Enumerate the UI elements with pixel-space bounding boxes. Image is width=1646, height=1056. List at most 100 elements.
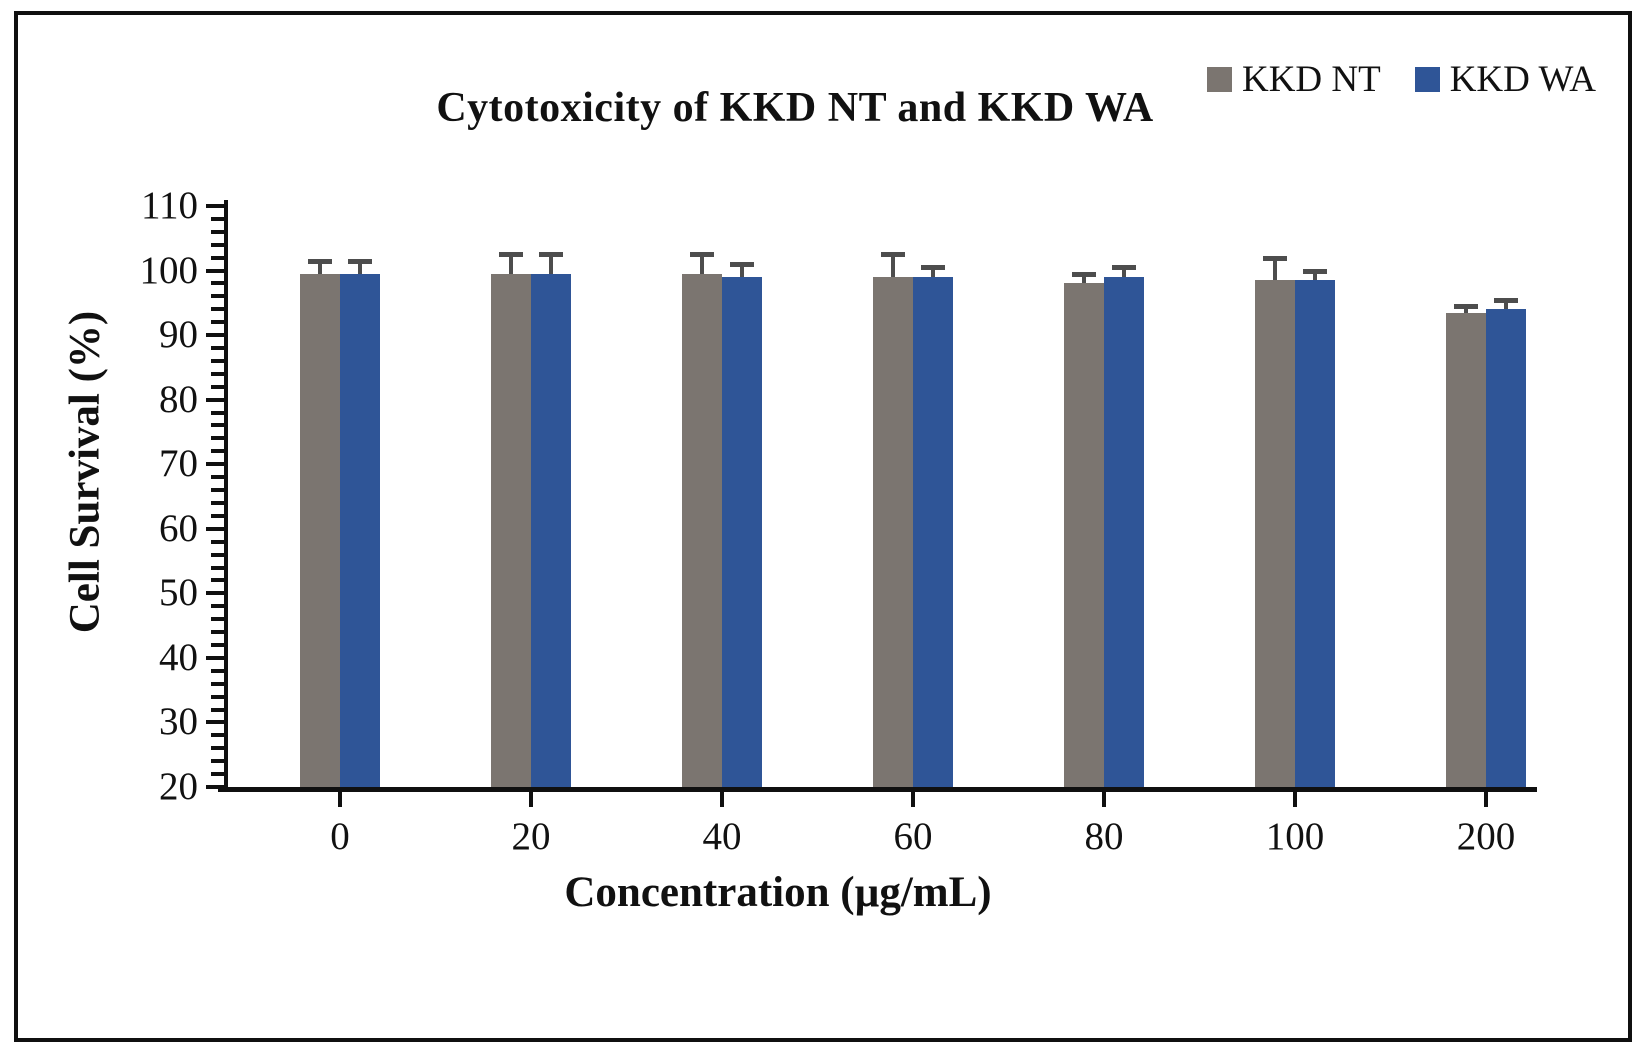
y-minor-tick bbox=[211, 358, 224, 363]
error-bar-stem bbox=[1313, 270, 1317, 281]
y-tick-label: 90 bbox=[159, 313, 198, 357]
bar-kkd-wa-200 bbox=[1486, 309, 1526, 787]
x-tick bbox=[720, 792, 724, 807]
x-tick bbox=[1102, 792, 1106, 807]
bar-kkd-nt-20 bbox=[491, 273, 531, 787]
error-bar-stem bbox=[358, 260, 362, 274]
chart-title: Cytotoxicity of KKD NT and KKD WA bbox=[436, 85, 1154, 131]
x-tick-label: 20 bbox=[511, 815, 551, 858]
x-tick bbox=[1484, 792, 1488, 807]
y-major-tick bbox=[206, 333, 224, 338]
y-minor-tick bbox=[211, 229, 224, 234]
bar-kkd-nt-200 bbox=[1446, 312, 1486, 787]
y-tick-label: 60 bbox=[159, 506, 198, 550]
legend: KKD NT KKD WA bbox=[1206, 58, 1596, 101]
error-bar-cap bbox=[348, 258, 372, 264]
y-minor-tick bbox=[211, 255, 224, 260]
y-major-tick bbox=[206, 720, 224, 725]
y-minor-tick bbox=[211, 242, 224, 247]
error-bar-cap bbox=[539, 252, 563, 258]
bar-kkd-wa-60 bbox=[913, 277, 953, 787]
bar-kkd-nt-40 bbox=[682, 273, 722, 787]
y-minor-tick bbox=[211, 216, 224, 221]
legend-label: KKD WA bbox=[1449, 59, 1596, 100]
error-bar-cap bbox=[881, 252, 905, 258]
y-minor-tick bbox=[211, 694, 224, 699]
y-minor-tick bbox=[211, 281, 224, 286]
y-tick-label: 20 bbox=[159, 765, 198, 808]
y-major-tick bbox=[206, 397, 224, 402]
x-tick bbox=[338, 792, 342, 807]
bar-kkd-wa-0 bbox=[340, 273, 380, 787]
y-minor-tick bbox=[211, 539, 224, 544]
error-bar-cap bbox=[921, 265, 945, 271]
x-tick bbox=[529, 792, 533, 807]
y-major-tick bbox=[206, 462, 224, 467]
y-tick-label: 50 bbox=[159, 571, 198, 615]
error-bar-cap bbox=[308, 258, 332, 264]
error-bar-stem bbox=[1504, 299, 1508, 310]
legend-item-kkd-wa: KKD WA bbox=[1414, 58, 1596, 101]
legend-swatch-icon bbox=[1206, 67, 1232, 92]
error-bar-cap bbox=[730, 262, 754, 268]
x-axis-line bbox=[218, 787, 1537, 792]
bar-kkd-wa-40 bbox=[722, 277, 762, 787]
y-minor-tick bbox=[211, 449, 224, 454]
y-minor-tick bbox=[211, 746, 224, 751]
y-tick-label: 30 bbox=[159, 700, 198, 744]
error-bar-stem bbox=[1464, 306, 1468, 313]
bar-kkd-nt-100 bbox=[1255, 280, 1295, 787]
y-minor-tick bbox=[211, 384, 224, 389]
y-major-tick bbox=[206, 591, 224, 596]
bar-kkd-nt-60 bbox=[873, 277, 913, 787]
error-bar-cap bbox=[1072, 271, 1096, 277]
y-minor-tick bbox=[211, 320, 224, 325]
y-tick-label: 80 bbox=[159, 377, 198, 421]
y-minor-tick bbox=[211, 475, 224, 480]
error-bar-cap bbox=[1494, 297, 1518, 303]
y-minor-tick bbox=[211, 772, 224, 777]
y-minor-tick bbox=[211, 578, 224, 583]
y-minor-tick bbox=[211, 371, 224, 376]
y-minor-tick bbox=[211, 759, 224, 764]
legend-item-kkd-nt: KKD NT bbox=[1206, 58, 1381, 101]
y-minor-tick bbox=[211, 488, 224, 493]
y-minor-tick bbox=[211, 423, 224, 428]
bar-kkd-nt-80 bbox=[1064, 283, 1104, 787]
bar-kkd-wa-100 bbox=[1295, 280, 1335, 787]
y-minor-tick bbox=[211, 707, 224, 712]
bar-kkd-wa-20 bbox=[531, 273, 571, 787]
x-tick-label: 40 bbox=[702, 815, 742, 858]
y-axis-title: Cell Survival (%) bbox=[61, 310, 109, 634]
y-tick-label: 40 bbox=[159, 635, 198, 679]
y-major-tick bbox=[206, 785, 224, 789]
y-minor-tick bbox=[211, 500, 224, 505]
y-minor-tick bbox=[211, 565, 224, 570]
x-tick-label: 0 bbox=[330, 815, 350, 858]
y-minor-tick bbox=[211, 642, 224, 647]
y-minor-tick bbox=[211, 668, 224, 673]
y-minor-tick bbox=[211, 436, 224, 441]
error-bar-stem bbox=[891, 254, 895, 277]
x-tick-label: 60 bbox=[893, 815, 933, 858]
error-bar-stem bbox=[931, 267, 935, 277]
y-tick-label: 110 bbox=[140, 184, 198, 227]
y-minor-tick bbox=[211, 307, 224, 312]
y-major-tick bbox=[206, 204, 224, 208]
error-bar-stem bbox=[549, 254, 553, 274]
error-bar-cap bbox=[1112, 265, 1136, 271]
y-minor-tick bbox=[211, 552, 224, 557]
error-bar-stem bbox=[318, 260, 322, 274]
y-minor-tick bbox=[211, 294, 224, 299]
error-bar-stem bbox=[740, 264, 744, 277]
error-bar-stem bbox=[509, 254, 513, 274]
x-tick bbox=[1293, 792, 1297, 807]
error-bar-cap bbox=[1454, 304, 1478, 310]
y-minor-tick bbox=[211, 604, 224, 609]
x-tick-label: 80 bbox=[1084, 815, 1124, 858]
bar-kkd-nt-0 bbox=[300, 273, 340, 787]
y-major-tick bbox=[206, 268, 224, 273]
y-tick-label: 70 bbox=[159, 442, 198, 486]
error-bar-cap bbox=[1303, 268, 1327, 274]
